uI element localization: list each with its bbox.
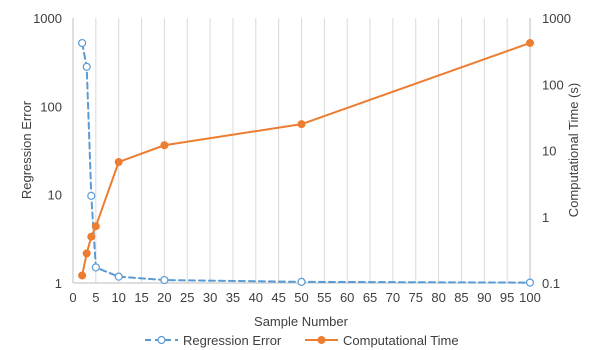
series-line-regression-error	[81, 42, 531, 284]
x-tick-label: 30	[203, 290, 217, 305]
data-point-computational-time	[526, 38, 534, 47]
legend-label-computational-time: Computational Time	[343, 333, 459, 348]
series-line-computational-time	[81, 41, 531, 277]
data-point-regression-error	[297, 277, 306, 286]
y2-tick-label: 10	[542, 144, 556, 159]
x-tick-label: 90	[477, 290, 491, 305]
data-point-computational-time	[160, 141, 169, 150]
series-layer	[78, 38, 535, 287]
grid-lines	[95, 18, 531, 283]
y-tick-label: 1	[55, 276, 62, 291]
data-point-computational-time	[91, 222, 100, 231]
x-tick-label: 75	[409, 290, 423, 305]
y2-axis-title: Computational Time (s)	[566, 83, 581, 217]
x-tick-label: 20	[157, 290, 171, 305]
tick-labels: 0 5 10 15 20 25 30 35 40 45 50 55 60 65 70 75 80 85 90 95 10…	[33, 11, 571, 305]
x-tick-label: 35	[226, 290, 240, 305]
legend-marker-regression-error	[157, 335, 166, 345]
data-point-regression-error	[114, 272, 123, 281]
data-point-computational-time	[114, 158, 123, 167]
x-tick-label: 25	[180, 290, 194, 305]
x-tick-label: 85	[454, 290, 468, 305]
data-point-regression-error	[87, 191, 96, 200]
data-point-regression-error	[160, 275, 169, 285]
y2-tick-label: 0.1	[542, 276, 560, 291]
legend-marker-computational-time	[317, 336, 326, 344]
y2-tick-label: 100	[542, 77, 564, 92]
legend-item-computational-time: Computational Time	[305, 333, 459, 348]
y2-tick-label: 1	[542, 210, 549, 225]
x-tick-label: 10	[111, 290, 125, 305]
data-point-regression-error	[82, 62, 91, 71]
legend-label-regression-error: Regression Error	[183, 333, 282, 348]
x-tick-label: 100	[519, 290, 541, 305]
x-tick-label: 5	[92, 290, 99, 305]
x-tick-label: 80	[431, 290, 445, 305]
x-tick-label: 50	[294, 290, 308, 305]
y-tick-label: 100	[40, 99, 62, 114]
x-tick-label: 40	[249, 290, 263, 305]
y-axis-title: Regression Error	[19, 100, 34, 199]
data-point-regression-error	[91, 263, 100, 272]
y2-tick-label: 1000	[542, 11, 571, 26]
x-tick-label: 15	[134, 290, 148, 305]
data-point-regression-error	[525, 278, 535, 287]
data-point-computational-time	[78, 271, 87, 280]
x-tick-label: 95	[500, 290, 514, 305]
legend-item-regression-error: Regression Error	[145, 333, 282, 348]
x-tick-label: 60	[340, 290, 354, 305]
x-axis-title: Sample Number	[254, 314, 349, 329]
x-tick-label: 0	[69, 290, 76, 305]
x-tick-label: 70	[386, 290, 400, 305]
y-tick-label: 10	[48, 188, 62, 203]
legend: Regression Error Computational Time	[145, 333, 459, 348]
x-tick-label: 55	[317, 290, 331, 305]
y-tick-label: 1000	[33, 11, 62, 26]
x-tick-label: 45	[271, 290, 285, 305]
data-point-computational-time	[297, 120, 306, 129]
x-tick-label: 65	[363, 290, 377, 305]
data-point-computational-time	[82, 249, 91, 258]
data-point-computational-time	[87, 232, 96, 241]
data-point-regression-error	[78, 38, 87, 48]
